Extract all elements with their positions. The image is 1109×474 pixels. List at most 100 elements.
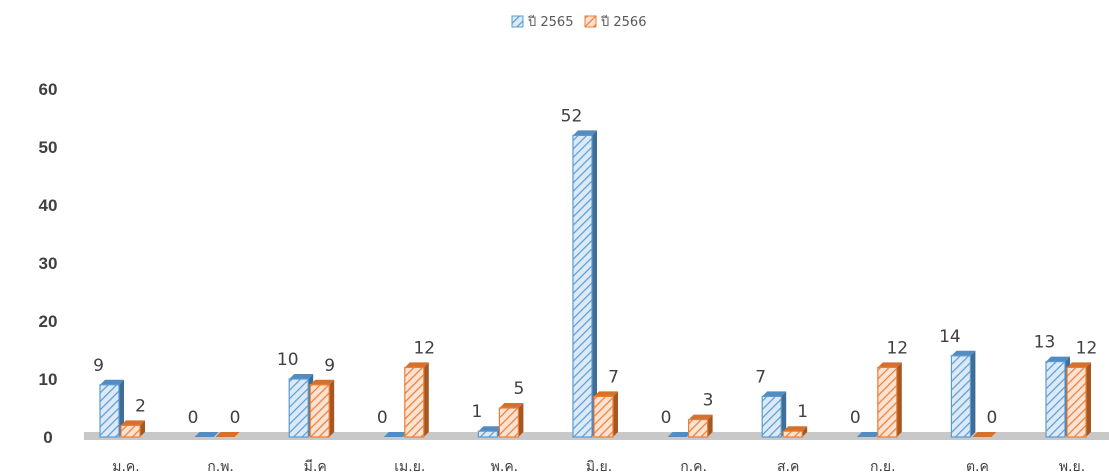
bar-top <box>1046 356 1070 362</box>
x-axis: ม.ค. ก.พ. มี.ค เม.ย. พ.ค. มิ.ย. ก.ค. ส.ค ก.ย. ต.ค… <box>112 459 1085 474</box>
bar-front <box>950 355 972 438</box>
data-label: 0 <box>230 408 241 428</box>
x-tick-label: ก.ค. <box>680 459 707 474</box>
data-label: 0 <box>661 408 672 428</box>
data-label: 2 <box>135 396 146 416</box>
data-label: 0 <box>188 408 199 428</box>
data-label: 0 <box>850 408 861 428</box>
bar-top <box>100 379 124 385</box>
data-label: 3 <box>703 391 714 411</box>
bar-top <box>667 432 692 437</box>
bar-side <box>1086 362 1091 437</box>
x-tick-label: พ.ค. <box>491 459 519 474</box>
bar-front <box>288 378 309 438</box>
data-label: 1 <box>471 402 482 422</box>
bar-side <box>613 391 618 437</box>
data-label: 10 <box>277 350 299 370</box>
legend-item-series-1[interactable]: ปี 2566 <box>584 14 646 30</box>
bar <box>782 426 808 438</box>
bar-top <box>194 432 219 437</box>
bar-front <box>1066 366 1087 438</box>
bar-side <box>329 379 335 437</box>
data-label: 1 <box>797 402 808 422</box>
y-tick-label: 50 <box>39 138 58 157</box>
bar <box>383 432 408 437</box>
y-tick-label: 10 <box>39 370 58 389</box>
bar-side <box>592 130 597 437</box>
bar <box>687 414 713 438</box>
bar-side <box>423 362 429 437</box>
bar <box>120 420 145 438</box>
y-tick-label: 40 <box>39 196 58 215</box>
bar-top <box>383 432 408 437</box>
bar-side <box>802 426 808 437</box>
bar-side <box>970 350 976 437</box>
bar-side <box>781 391 787 437</box>
bar-top <box>1067 362 1091 368</box>
bar <box>761 391 787 438</box>
data-label: 13 <box>1034 333 1056 353</box>
bar <box>856 432 881 437</box>
bar <box>877 362 902 438</box>
x-tick-label: มี.ค <box>304 459 327 474</box>
bar <box>404 362 429 438</box>
bar-front <box>404 366 425 438</box>
x-tick-label: ม.ค. <box>112 459 140 474</box>
bar-top <box>762 391 787 397</box>
bar <box>477 426 503 438</box>
bar-top <box>573 130 597 136</box>
bar-front <box>1045 361 1066 438</box>
bar <box>309 379 335 438</box>
legend-label-series-1: ปี 2566 <box>600 14 646 30</box>
bar-side <box>896 362 902 437</box>
legend-item-series-0[interactable]: ปี 2565 <box>511 14 573 30</box>
x-tick-label: ส.ค <box>777 459 799 474</box>
bar <box>194 432 219 437</box>
y-axis: 0 10 20 30 40 50 60 <box>39 80 58 447</box>
bar-top <box>121 420 145 426</box>
x-tick-label: ต.ค <box>966 459 989 474</box>
bar-top <box>972 432 997 437</box>
bar-side <box>707 414 713 437</box>
plot-area <box>99 130 1091 438</box>
bar-side <box>518 403 524 437</box>
bar <box>215 432 240 437</box>
bar-top <box>688 414 713 420</box>
legend-label-series-0: ปี 2565 <box>527 14 573 30</box>
bar <box>572 130 597 438</box>
x-tick-label: ก.ย. <box>870 459 896 474</box>
data-label: 9 <box>324 356 335 376</box>
legend-swatch-series-0 <box>511 15 524 28</box>
bar-front <box>593 395 614 438</box>
data-label: 52 <box>561 106 583 126</box>
y-tick-label: 0 <box>43 428 52 447</box>
x-tick-label: มิ.ย. <box>586 459 612 474</box>
data-label: 7 <box>608 367 619 387</box>
bar-top <box>951 350 976 356</box>
bar-top <box>856 432 881 437</box>
bar-front <box>477 430 498 438</box>
y-tick-label: 30 <box>39 254 58 273</box>
bar-top <box>783 426 808 432</box>
bar-front <box>99 384 120 438</box>
data-label: 7 <box>755 367 766 387</box>
x-tick-label: ก.พ. <box>207 459 234 474</box>
data-label: 0 <box>986 408 997 428</box>
bar <box>498 403 524 438</box>
data-label: 9 <box>93 356 104 376</box>
bar-top <box>310 379 335 385</box>
bar-top <box>289 374 314 379</box>
bar-front <box>877 366 898 438</box>
x-tick-label: พ.ย. <box>1059 459 1085 474</box>
bar <box>950 350 976 438</box>
bar <box>667 432 692 437</box>
data-label: 12 <box>413 338 435 358</box>
data-label: 12 <box>1076 338 1098 358</box>
legend-swatch-series-1 <box>584 15 597 28</box>
bar <box>593 391 618 438</box>
bar-front <box>120 424 141 438</box>
bar <box>1066 362 1091 438</box>
bar-top <box>404 362 429 368</box>
